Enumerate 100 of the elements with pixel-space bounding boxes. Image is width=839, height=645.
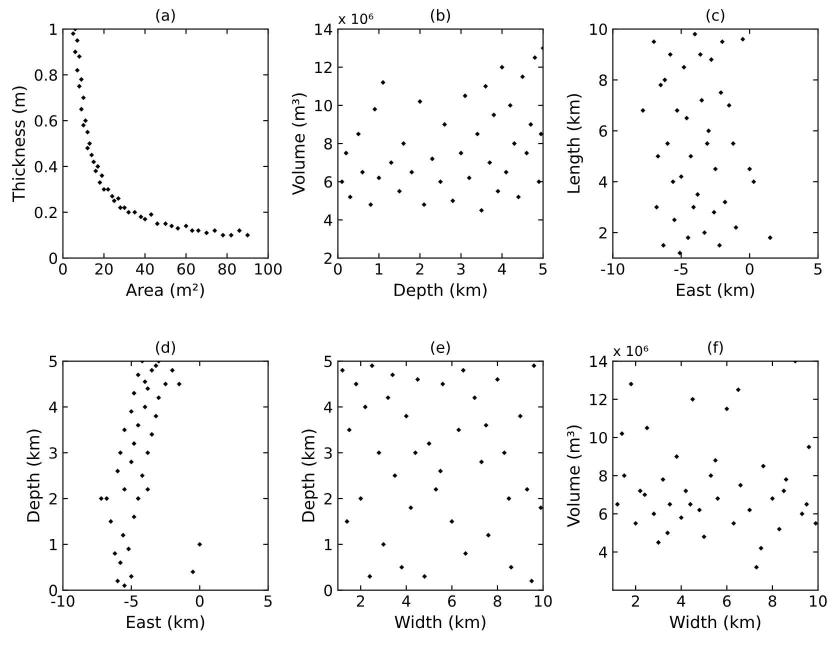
point	[354, 382, 359, 386]
y-tick-label: 2	[599, 227, 606, 238]
y-tick-label: 1	[50, 539, 57, 550]
x-tick-label: 5	[539, 263, 547, 275]
y-tick-label: 3	[324, 447, 332, 459]
point	[724, 406, 730, 412]
point	[175, 226, 180, 231]
point	[145, 486, 150, 492]
point	[520, 74, 525, 80]
point	[122, 583, 127, 588]
point	[678, 174, 684, 180]
y-tick-label: 4	[599, 546, 608, 558]
x-axis-title: Width (km)	[394, 615, 486, 630]
point	[370, 363, 374, 368]
point	[508, 564, 514, 570]
point	[702, 534, 706, 540]
point	[487, 160, 492, 166]
point	[449, 519, 454, 524]
point	[715, 496, 720, 501]
y-tick-label: 0.2	[34, 206, 57, 218]
x-tick-label: 3	[457, 263, 465, 275]
point	[367, 574, 372, 579]
point	[738, 482, 743, 488]
x-tick-label: 5	[814, 263, 822, 275]
point	[85, 130, 90, 134]
point	[784, 477, 789, 482]
point	[686, 235, 690, 240]
point	[212, 228, 218, 233]
point	[434, 486, 438, 492]
y-tick-label: 0.8	[34, 69, 58, 81]
point	[484, 422, 488, 428]
point	[804, 502, 810, 507]
y-tick-label: 6	[324, 176, 332, 188]
point	[504, 170, 509, 175]
x-tick-label: 2	[632, 595, 639, 607]
point	[397, 188, 402, 194]
point	[128, 460, 134, 464]
point	[95, 164, 100, 169]
point	[747, 166, 752, 172]
point	[116, 196, 121, 201]
point	[115, 578, 120, 584]
point	[529, 578, 534, 584]
point	[386, 395, 390, 400]
point	[684, 116, 690, 120]
point	[440, 382, 446, 386]
point	[148, 212, 154, 217]
point	[372, 106, 378, 112]
point	[718, 90, 724, 96]
y-tick-label: 2	[49, 493, 57, 504]
point	[658, 82, 664, 88]
point	[633, 520, 638, 526]
x-tick-label: 10	[535, 595, 552, 607]
point	[104, 496, 110, 501]
point	[204, 230, 209, 236]
point	[346, 427, 352, 432]
point	[706, 128, 711, 134]
point	[731, 520, 736, 526]
point	[228, 232, 234, 238]
point	[78, 77, 84, 82]
point	[170, 368, 175, 373]
point	[132, 514, 136, 520]
y-tick-label: 4	[599, 176, 608, 188]
point	[730, 141, 736, 146]
point	[678, 515, 684, 520]
point	[800, 511, 804, 516]
point	[638, 488, 643, 494]
x-tick-label: 8	[494, 595, 502, 607]
x-tick-label: 4	[498, 263, 506, 275]
point	[87, 141, 92, 146]
x-axis-title: Depth (km)	[394, 283, 487, 300]
y-axis-title: Volume (m³)	[292, 93, 307, 196]
point	[620, 431, 624, 436]
point	[122, 486, 127, 492]
y-tick-label: 0.6	[34, 115, 58, 127]
point	[108, 519, 114, 524]
point	[704, 141, 710, 146]
point	[83, 118, 88, 124]
point	[190, 228, 195, 233]
point	[388, 160, 394, 166]
point	[169, 224, 174, 228]
point	[690, 396, 696, 402]
point	[712, 210, 716, 215]
point	[674, 108, 680, 113]
point	[747, 508, 752, 512]
point	[442, 122, 447, 127]
y-tick-label: 10	[315, 100, 332, 112]
y-tick-label: 14	[315, 24, 332, 35]
y-tick-label: 14	[590, 356, 608, 367]
point	[81, 95, 86, 100]
point	[532, 363, 536, 368]
chart-title: (d)	[156, 341, 176, 355]
point	[140, 473, 145, 478]
point	[674, 454, 680, 459]
point	[668, 52, 673, 57]
point	[118, 560, 123, 566]
x-tick-label: -10	[601, 263, 624, 275]
y-tick-label: 5	[50, 356, 57, 368]
point	[708, 473, 714, 478]
point	[136, 422, 141, 428]
point	[368, 202, 374, 208]
